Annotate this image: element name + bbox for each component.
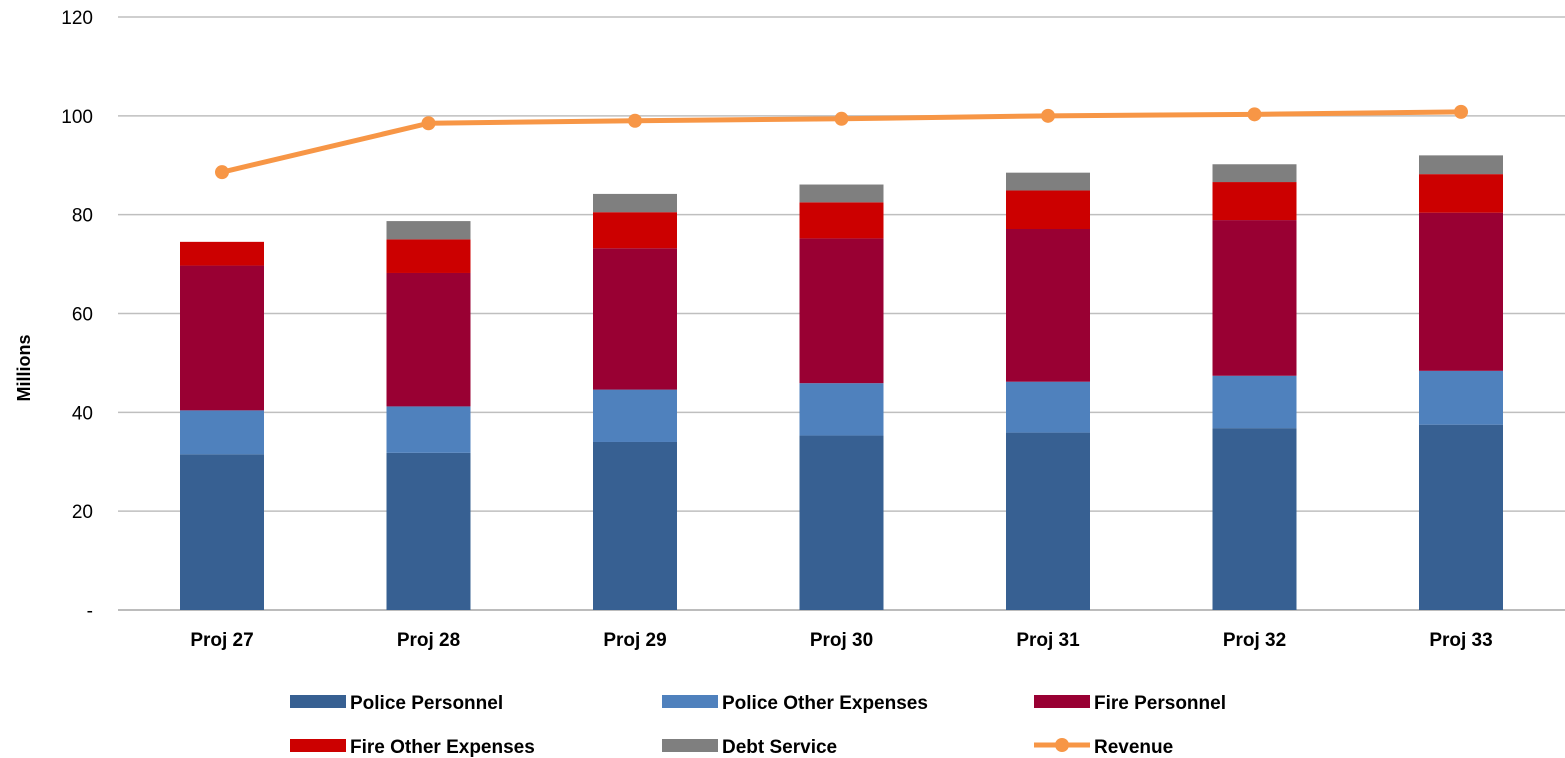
bar-police-other-expenses [799, 383, 884, 436]
legend-label: Fire Other Expenses [350, 737, 535, 758]
bar-debt-service [1006, 172, 1090, 191]
revenue-line [215, 104, 1468, 180]
y-tick-label: 80 [72, 206, 93, 227]
bar-debt-service [1212, 164, 1297, 183]
bar-fire-other-expenses [386, 239, 471, 273]
x-category-label: Proj 27 [190, 630, 253, 651]
bar-police-personnel [1419, 424, 1503, 610]
legend-swatch [662, 739, 718, 752]
revenue-point [1454, 104, 1468, 119]
y-tick-label: 120 [61, 8, 93, 29]
bar-fire-other-expenses [799, 202, 884, 239]
x-category-label: Proj 32 [1223, 630, 1286, 651]
x-axis-categories: Proj 27 Proj 28 Proj 29 Proj 30 Proj 31 Proj … [190, 630, 1492, 651]
legend-item: Police Personnel [290, 693, 503, 714]
bar-police-personnel [1212, 428, 1297, 610]
revenue-point [1247, 107, 1262, 122]
x-category-label: Proj 31 [1016, 630, 1080, 651]
bar-debt-service [799, 184, 884, 203]
y-tick-label: 100 [61, 107, 93, 128]
legend-item: Debt Service [662, 737, 837, 758]
bar-fire-personnel [593, 248, 677, 390]
bars [180, 155, 1503, 610]
bar-fire-personnel [386, 272, 471, 407]
legend-label: Fire Personnel [1094, 693, 1226, 714]
legend-label: Police Other Expenses [722, 693, 928, 714]
x-category-label: Proj 29 [603, 630, 666, 651]
revenue-point [215, 165, 229, 180]
bar-police-personnel [593, 441, 677, 610]
bar-police-other-expenses [593, 389, 677, 442]
y-tick-label: 20 [72, 502, 93, 523]
bar-fire-other-expenses [1212, 182, 1297, 221]
y-axis-ticks: - 20 40 60 80 100 120 [61, 8, 93, 622]
bar-police-personnel [1006, 432, 1090, 610]
revenue-point [628, 113, 642, 128]
y-tick-label: - [87, 601, 93, 622]
bar-fire-other-expenses [593, 212, 677, 249]
y-tick-label: 40 [72, 403, 93, 424]
bar-police-other-expenses [180, 410, 264, 455]
legend-swatch [1034, 695, 1090, 708]
x-category-label: Proj 30 [810, 630, 873, 651]
x-category-label: Proj 28 [397, 630, 460, 651]
bar-debt-service [593, 193, 677, 213]
bar-debt-service [1419, 155, 1503, 175]
x-category-label: Proj 33 [1429, 630, 1492, 651]
bar-fire-personnel [1419, 212, 1503, 371]
legend: Police Personnel Police Other Expenses Fir… [290, 693, 1226, 758]
bar-police-other-expenses [1006, 381, 1090, 433]
revenue-point [834, 111, 849, 126]
y-axis-label: Millions [14, 335, 34, 402]
legend-label: Police Personnel [350, 693, 503, 714]
bar-fire-personnel [180, 265, 264, 411]
bar-fire-personnel [1212, 220, 1297, 376]
bar-police-other-expenses [1212, 375, 1297, 429]
legend-item: Fire Personnel [1034, 693, 1226, 714]
bar-fire-personnel [1006, 228, 1090, 382]
legend-item: Revenue [1034, 737, 1173, 758]
bar-debt-service [386, 221, 471, 240]
bar-fire-other-expenses [180, 241, 264, 266]
bar-police-personnel [799, 435, 884, 610]
bar-fire-other-expenses [1006, 190, 1090, 229]
revenue-point [1041, 108, 1055, 123]
bar-fire-personnel [799, 238, 884, 384]
legend-item: Fire Other Expenses [290, 737, 535, 758]
bar-police-personnel [386, 452, 471, 610]
bar-police-other-expenses [1419, 370, 1503, 425]
legend-swatch [662, 695, 718, 708]
legend-marker [1055, 738, 1069, 752]
legend-label: Revenue [1094, 737, 1173, 758]
bar-police-other-expenses [386, 406, 471, 453]
legend-item: Police Other Expenses [662, 693, 928, 714]
revenue-point [421, 116, 436, 131]
bar-fire-other-expenses [1419, 174, 1503, 213]
legend-swatch [290, 739, 346, 752]
bar-police-personnel [180, 454, 264, 610]
y-tick-label: 60 [72, 305, 93, 326]
legend-label: Debt Service [722, 737, 837, 758]
legend-swatch [290, 695, 346, 708]
